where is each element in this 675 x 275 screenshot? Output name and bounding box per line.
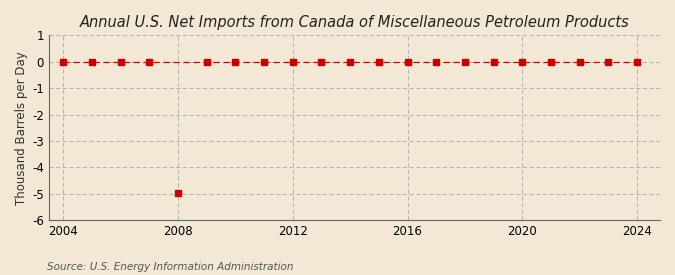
Title: Annual U.S. Net Imports from Canada of Miscellaneous Petroleum Products: Annual U.S. Net Imports from Canada of M… (80, 15, 629, 30)
Text: Source: U.S. Energy Information Administration: Source: U.S. Energy Information Administ… (47, 262, 294, 271)
Y-axis label: Thousand Barrels per Day: Thousand Barrels per Day (15, 51, 28, 205)
